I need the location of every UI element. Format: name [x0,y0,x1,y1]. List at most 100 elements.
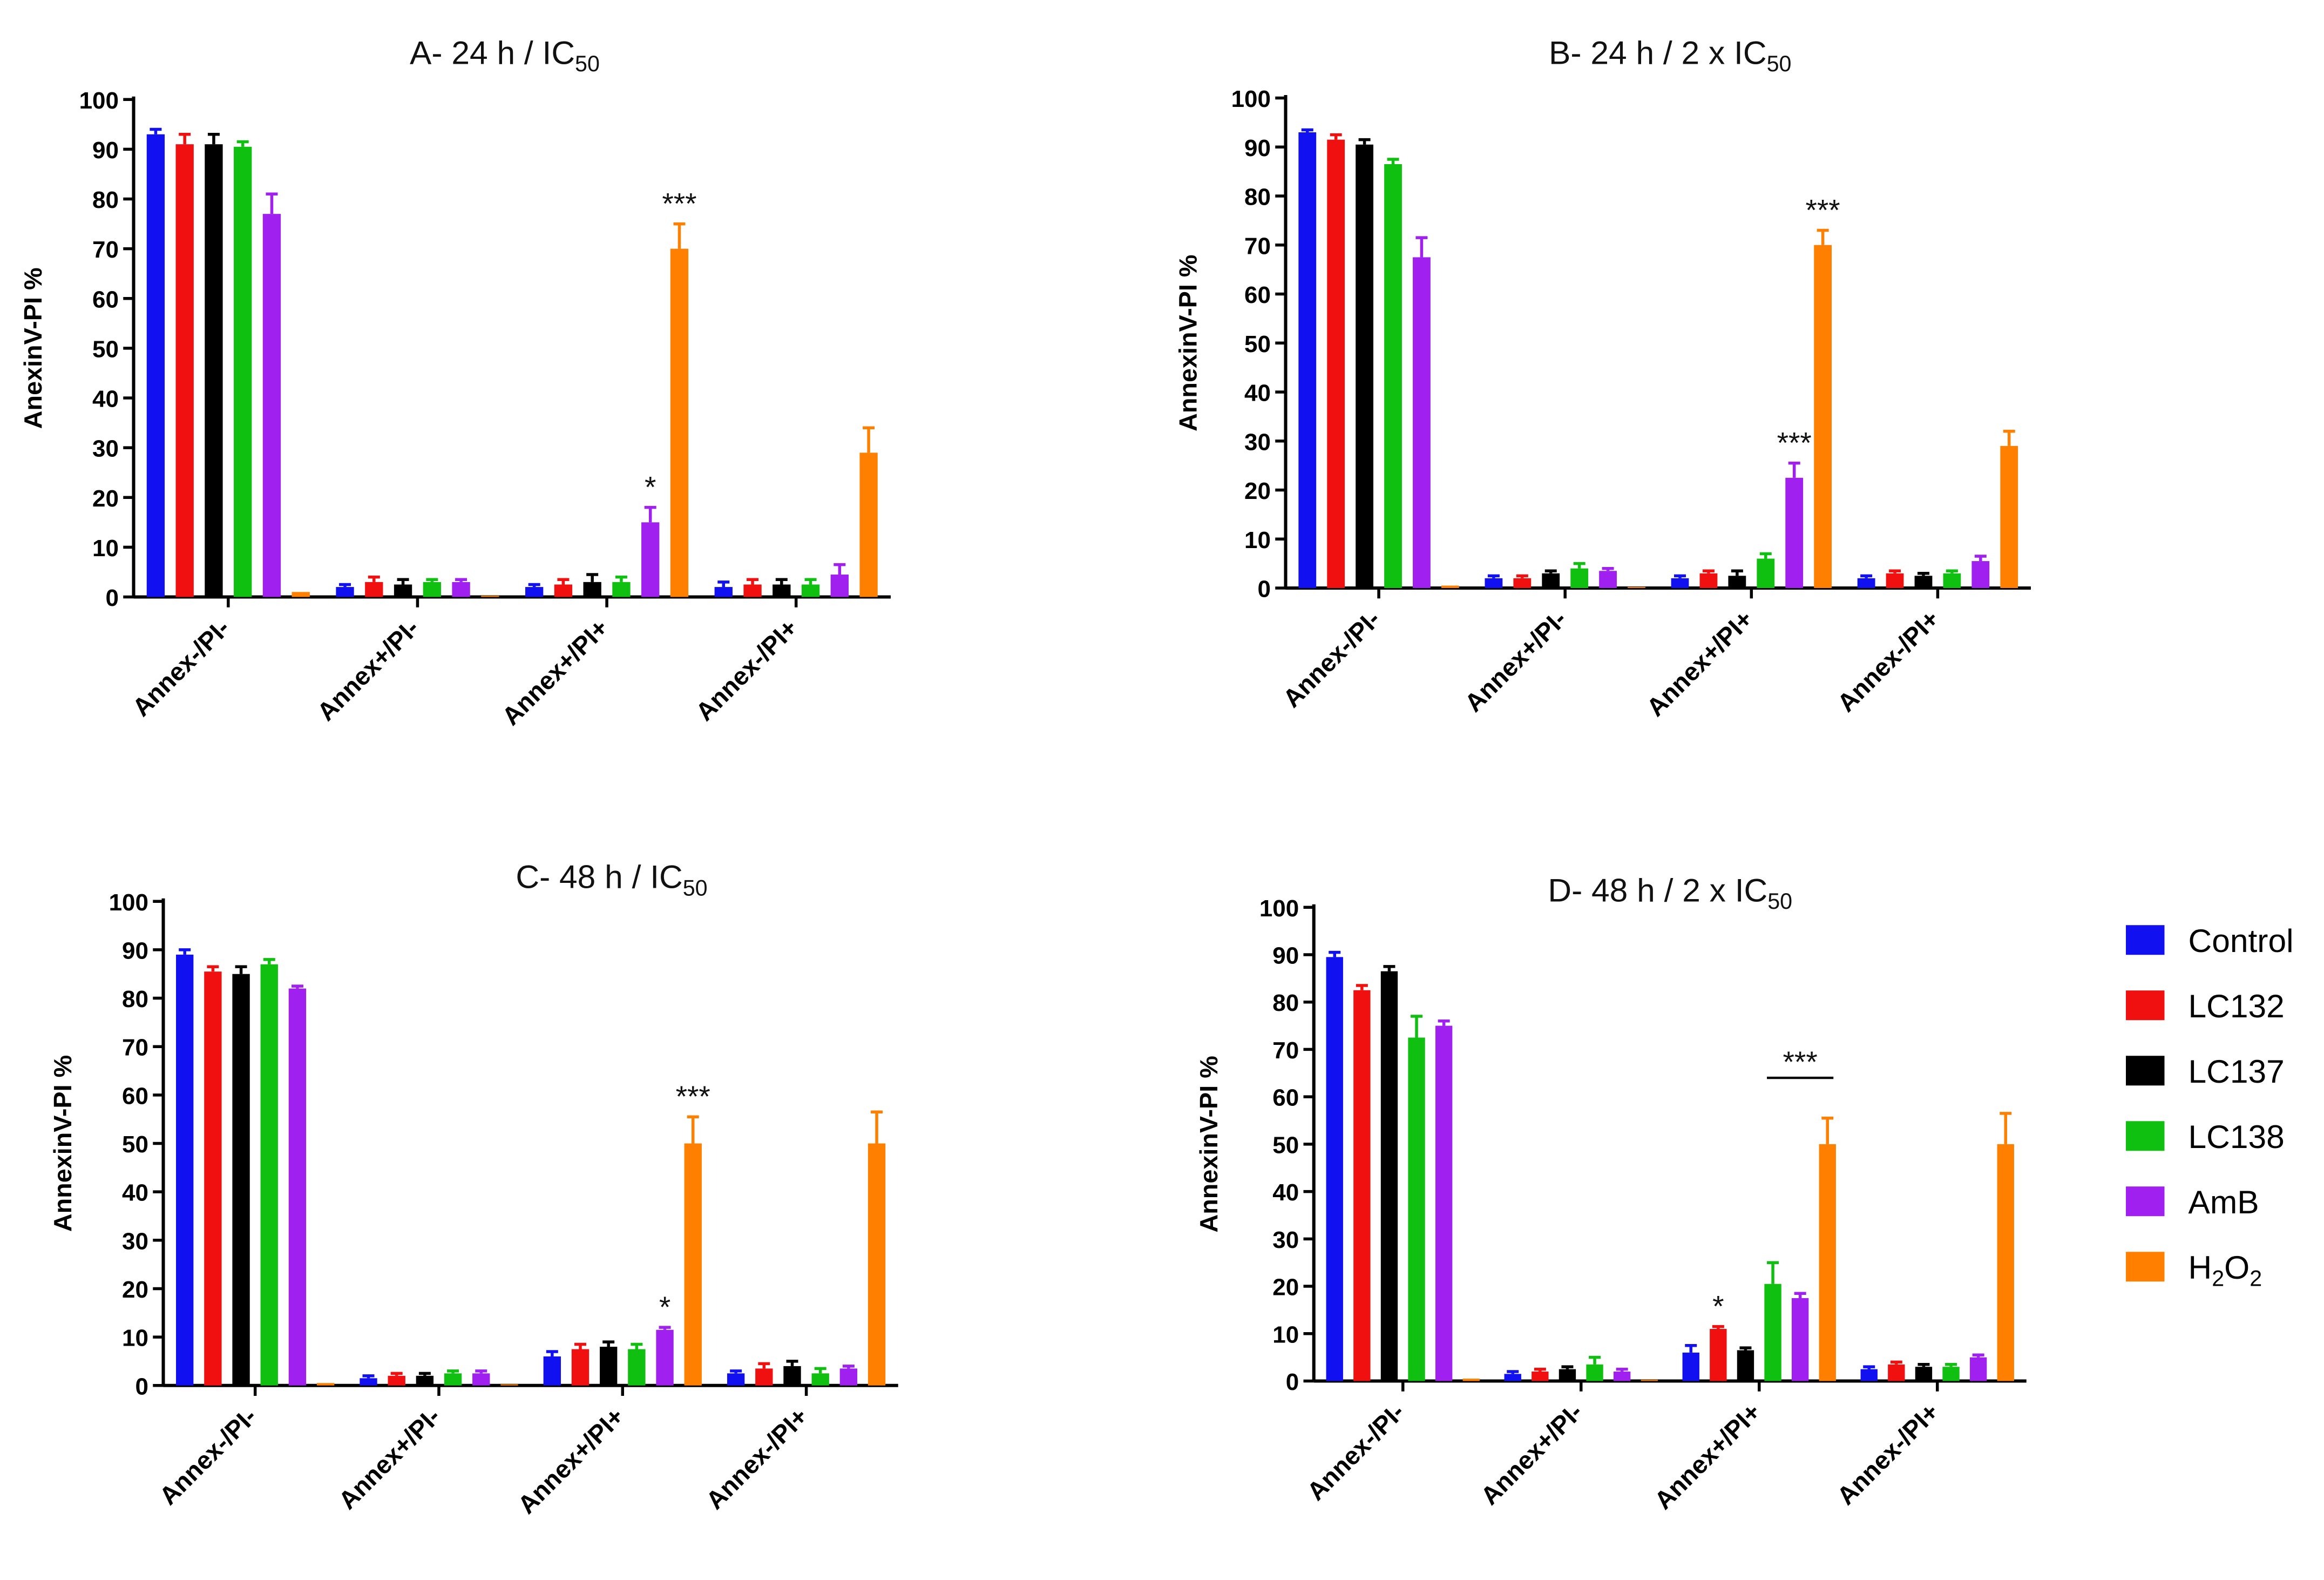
y-tick-label: 60 [1272,1085,1299,1111]
legend-swatch [2126,1186,2165,1217]
bar-control-3 [1857,578,1875,588]
x-tick-label: Annex+/PI+ [512,1402,629,1520]
bar-amb-2 [1791,1298,1809,1381]
bar-lc138-0 [260,964,278,1386]
x-tick-label: Annex-/PI- [1302,1397,1410,1505]
legend-swatch [2126,1121,2165,1151]
x-tick-label: Annex-/PI+ [701,1402,814,1515]
bar-amb-2 [656,1329,674,1386]
bar-lc132-1 [1513,578,1532,588]
bar-lc138-2 [612,582,631,597]
y-tick-label: 20 [122,1277,148,1303]
bar-control-2 [1671,578,1689,588]
x-tick-label: Annex+/PI+ [1641,605,1758,722]
y-tick-label: 10 [92,535,119,562]
y-tick-label: 100 [109,889,148,916]
bar-control-2 [543,1356,561,1386]
y-axis-label: AnnexinV-PI % [1195,1056,1223,1232]
bar-h2o2-3 [859,453,878,597]
bar-lc132-3 [1888,1364,1905,1381]
y-tick-label: 90 [1244,135,1271,161]
y-axis-label: AnexinV-PI % [19,267,47,429]
legend-label: LC132 [2189,988,2285,1024]
y-tick-label: 90 [92,137,119,164]
bar-lc137-2 [1728,576,1746,588]
y-tick-label: 10 [122,1325,148,1352]
y-tick-label: 100 [1259,895,1299,922]
bar-control-2 [1682,1352,1699,1381]
bar-lc137-2 [600,1347,618,1386]
bar-lc132-0 [1327,139,1345,588]
y-tick-label: 40 [92,386,119,413]
legend-swatch [2126,925,2165,955]
bar-control-3 [714,587,733,597]
bar-lc132-1 [388,1375,405,1386]
y-tick-label: 70 [1272,1037,1299,1064]
bar-control-0 [1326,957,1343,1381]
bar-control-3 [1860,1369,1878,1381]
bar-lc138-1 [423,582,441,597]
y-tick-label: 30 [92,436,119,462]
bar-lc138-3 [1943,573,1961,588]
y-tick-label: 90 [122,937,148,964]
legend-label: LC137 [2189,1053,2285,1090]
bar-lc132-2 [1699,573,1718,588]
bar-h2o2-1 [500,1384,518,1386]
y-tick-label: 60 [122,1083,148,1109]
bar-control-0 [176,954,194,1386]
bar-lc138-2 [628,1349,646,1386]
y-tick-label: 40 [1272,1179,1299,1206]
bar-h2o2-0 [292,592,310,597]
x-tick-label: Annex-/PI- [127,613,235,721]
bar-h2o2-2 [1814,245,1832,588]
legend-label: H2O2 [2189,1249,2262,1291]
bar-control-1 [1485,578,1503,588]
bar-lc132-3 [743,584,762,597]
y-tick-label: 90 [1272,942,1299,969]
x-tick-label: Annex-/PI+ [690,613,803,726]
y-tick-label: 10 [1272,1321,1299,1348]
bar-lc138-3 [801,584,820,597]
bar-lc138-0 [1384,164,1402,588]
bar-amb-3 [830,575,849,597]
chart-title: A- 24 h / IC50 [410,34,600,76]
legend-item-amb: AmB [2126,1184,2259,1220]
legend: Control LC132 LC137 LC138 AmB H2O2 [2126,922,2294,1291]
legend-label: LC138 [2189,1118,2285,1155]
y-axis-label: AnnexinV-PI % [1174,255,1202,431]
bar-amb-1 [1599,571,1617,588]
bar-lc137-3 [1915,1367,1933,1381]
bar-h2o2-0 [316,1383,335,1386]
y-tick-label: 20 [92,485,119,512]
bar-h2o2-1 [481,596,499,597]
bar-lc132-0 [175,144,194,597]
chart-title: C- 48 h / IC50 [516,859,707,901]
bar-lc132-2 [554,584,573,597]
bar-amb-3 [1969,1357,1987,1381]
chart-panel-a: A- 24 h / IC50 AnexinV-PI % 0 10 20 30 40 50 60 7… [19,34,891,731]
bar-control-0 [1298,132,1317,588]
bar-lc132-3 [1886,573,1904,588]
bar-lc138-1 [1586,1364,1603,1381]
y-tick-label: 70 [1244,233,1271,259]
chart-panel-d: D- 48 h / 2 x IC50 AnnexinV-PI % 0 10 20 30 40… [1195,872,2027,1515]
bar-control-2 [525,587,544,597]
significance-label: *** [1783,1045,1818,1078]
bar-amb-2 [641,522,660,597]
bar-h2o2-3 [868,1143,886,1386]
x-tick-label: Annex-/PI+ [1832,1397,1944,1510]
bar-lc137-1 [416,1375,434,1386]
y-tick-label: 20 [1244,478,1271,504]
bar-lc137-0 [232,974,250,1386]
bar-lc138-3 [811,1373,829,1386]
significance-label: * [1712,1289,1724,1322]
y-tick-label: 40 [1244,380,1271,407]
bar-lc137-2 [1737,1350,1754,1381]
bar-amb-3 [839,1368,858,1386]
bar-lc138-3 [1942,1367,1960,1381]
chart-title: D- 48 h / 2 x IC50 [1548,872,1792,914]
legend-swatch [2126,990,2165,1021]
bar-control-1 [1504,1374,1521,1381]
x-tick-label: Annex+/PI+ [497,613,614,731]
y-tick-label: 70 [122,1035,148,1061]
